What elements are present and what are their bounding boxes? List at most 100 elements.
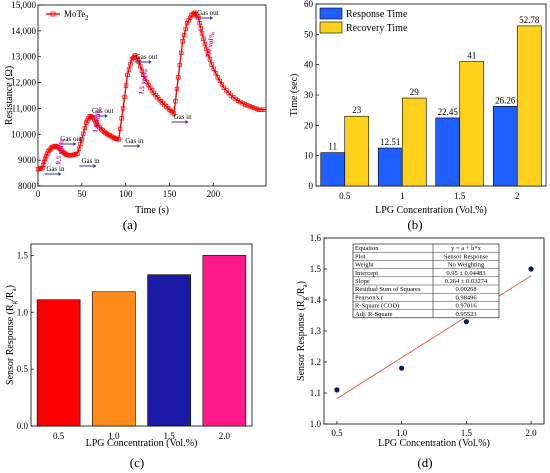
data-marker-a	[176, 75, 181, 80]
data-marker-a	[170, 110, 175, 115]
fit-table-value: 0.97016	[455, 303, 477, 310]
series-line-mote2	[37, 11, 266, 170]
y-tick-label-d: 1.4	[310, 295, 322, 305]
response-bar	[147, 274, 191, 427]
data-marker-a	[259, 107, 264, 112]
panel-b-label: (b)	[407, 217, 422, 232]
data-marker-a	[199, 31, 205, 36]
y-tick-label-d: 1.6	[310, 233, 322, 243]
y-tick-label-b: 20	[304, 120, 314, 130]
data-marker-a	[129, 57, 134, 62]
data-marker-a	[79, 137, 84, 142]
data-marker-a	[179, 50, 184, 55]
y-tick-label-b: 40	[304, 60, 314, 70]
data-marker-a	[44, 154, 49, 159]
data-marker-a	[38, 166, 44, 171]
data-marker-a	[119, 116, 124, 121]
panel-c-label: (c)	[130, 455, 144, 470]
data-marker-a	[82, 125, 87, 131]
gas-in-label: Gas in	[174, 113, 193, 121]
data-point-d	[528, 266, 534, 272]
data-marker-a	[134, 55, 139, 60]
data-marker-a	[54, 144, 59, 149]
x-tick-label-b: 0.5	[339, 191, 351, 201]
gas-out-arrowhead	[148, 60, 152, 64]
bar-value-label: 29	[410, 87, 420, 97]
panel-d-label: (d)	[417, 455, 432, 470]
y-axis-label-a: Resistance (Ω)	[4, 66, 15, 125]
data-marker-a	[187, 15, 193, 20]
x-tick-label-b: 1	[400, 191, 405, 201]
y-tick-label-a: 13,000	[11, 52, 36, 62]
response-bar	[92, 291, 136, 427]
data-marker-a	[132, 54, 137, 59]
data-marker-a	[171, 111, 177, 116]
data-marker-a	[125, 72, 130, 77]
data-marker-a	[254, 106, 259, 112]
data-marker-a	[59, 148, 64, 153]
bar-value-label: 11	[328, 142, 337, 152]
data-marker-a	[180, 39, 185, 44]
data-marker-a	[206, 52, 211, 57]
data-marker-a	[123, 83, 129, 88]
data-marker-a	[76, 146, 82, 151]
fit-table-value: 0.95 ± 0.04483	[446, 270, 485, 277]
fit-table-value: 0.264 ± 0.03274	[445, 278, 488, 285]
fit-table-key: Weight	[355, 262, 374, 269]
gas-in-label: Gas in	[81, 157, 100, 165]
panel-a-label: (a)	[123, 217, 137, 232]
data-marker-a	[182, 32, 187, 38]
data-marker-a	[174, 86, 180, 92]
bar-response	[492, 106, 518, 187]
data-marker-a	[173, 99, 178, 104]
data-marker-a	[42, 156, 48, 162]
legend-label-sub-a: 2	[85, 14, 89, 22]
x-tick-label-c: 0.5	[53, 431, 65, 441]
panel-a-resistance-chart: 0 50 100 150 200 8000 9000 10,000 11,000 12,000 13…	[4, 0, 267, 216]
bar-value-label: 52.78	[519, 15, 540, 25]
fit-table-key: Adj. R-Square	[355, 311, 393, 318]
y-tick-label-c: 0.5	[17, 364, 29, 374]
bar-value-label: 41	[467, 51, 476, 61]
data-marker-a	[211, 66, 216, 72]
y-axis-label-b: Time (sec)	[289, 74, 300, 117]
data-marker-a	[245, 103, 250, 108]
bar-value-label: 26.26	[495, 95, 516, 105]
y-tick-label-a: 10,000	[11, 129, 36, 139]
legend-label-a: MoTe	[64, 9, 85, 19]
x-tick-label-d: 1.0	[396, 428, 408, 438]
y-tick-label-b: 50	[304, 29, 314, 39]
data-marker-a	[198, 26, 204, 31]
data-marker-a	[138, 64, 143, 69]
bar-response	[435, 117, 461, 187]
x-tick-label-a: 200	[207, 189, 221, 199]
y-axis-label-part-d: /R	[296, 287, 307, 297]
x-tick-label-a: 0	[36, 189, 41, 199]
y-tick-label-c: 1.0	[17, 307, 29, 317]
gas-in-label: Gas in	[125, 137, 144, 145]
data-marker-a	[89, 114, 95, 120]
data-marker-a	[118, 126, 123, 132]
data-marker-a	[238, 99, 243, 105]
y-axis-label-part-c: a	[10, 287, 18, 291]
data-marker-a	[126, 67, 132, 72]
data-marker-a	[92, 117, 97, 122]
x-tick-label-d: 2.0	[525, 428, 537, 438]
data-marker-a	[128, 62, 133, 67]
response-bar	[202, 255, 247, 427]
data-marker-a	[261, 107, 266, 112]
data-marker-a	[256, 107, 262, 112]
data-marker-a	[201, 36, 206, 41]
gas-in-arrowhead	[58, 172, 62, 176]
data-marker-a	[120, 106, 126, 111]
gas-in-arrowhead	[93, 164, 97, 168]
x-tick-label-b: 2	[515, 191, 520, 201]
fit-table-key: Plot	[355, 253, 366, 260]
fit-table-value: y = a + b*x	[451, 245, 481, 252]
gas-out-label: Gas out	[136, 53, 158, 61]
data-marker-a	[213, 71, 218, 76]
data-marker-a	[84, 120, 89, 125]
gas-out-arrowhead	[210, 16, 214, 20]
panel-d-linear-fit-chart: 1.0 1.1 1.2 1.3 1.4 1.5 1.6 0.5 1.0 1.5 2.0 Equatio…	[296, 233, 545, 449]
